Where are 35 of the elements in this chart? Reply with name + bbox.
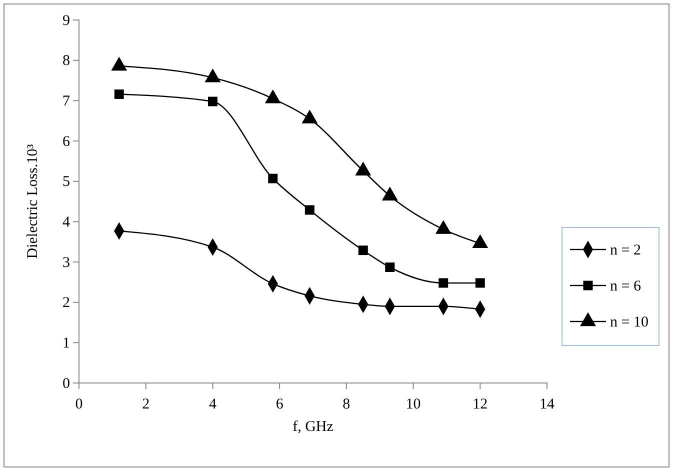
x-tick-label: 14 xyxy=(540,396,555,412)
x-tick-label: 2 xyxy=(142,396,150,412)
x-tick-label: 8 xyxy=(342,396,350,412)
x-tick-label: 10 xyxy=(406,396,421,412)
point xyxy=(355,162,372,176)
point xyxy=(438,278,448,288)
y-axis-title: Dielectric Loss.10³ xyxy=(25,144,41,259)
point xyxy=(358,246,368,256)
legend-label: n = 2 xyxy=(610,242,641,258)
y-tick-label: 4 xyxy=(62,214,70,230)
y-tick-label: 6 xyxy=(62,134,70,150)
x-tick-label: 6 xyxy=(276,396,284,412)
point xyxy=(302,110,318,124)
y-tick-label: 1 xyxy=(62,335,70,352)
y-tick-label: 5 xyxy=(62,174,70,190)
x-tick-label: 0 xyxy=(75,396,83,412)
legend-label: n = 6 xyxy=(610,278,642,294)
x-axis-title: f, GHz xyxy=(292,419,334,435)
point xyxy=(382,186,398,200)
y-tick-label: 9 xyxy=(62,12,70,29)
point xyxy=(111,56,128,71)
point xyxy=(304,205,314,215)
y-tick-label: 3 xyxy=(62,254,70,271)
y-tick-label: 7 xyxy=(62,93,70,110)
x-tick-label: 4 xyxy=(208,396,217,412)
point xyxy=(204,68,221,82)
y-tick-label: 2 xyxy=(62,295,70,312)
x-tick-label: 12 xyxy=(472,396,488,412)
point xyxy=(268,174,278,184)
y-tick-label: 0 xyxy=(62,376,70,392)
y-tick-label: 8 xyxy=(62,53,70,70)
point xyxy=(475,278,485,288)
legend-label: n = 10 xyxy=(610,314,648,330)
point xyxy=(264,89,281,104)
point xyxy=(385,262,395,272)
